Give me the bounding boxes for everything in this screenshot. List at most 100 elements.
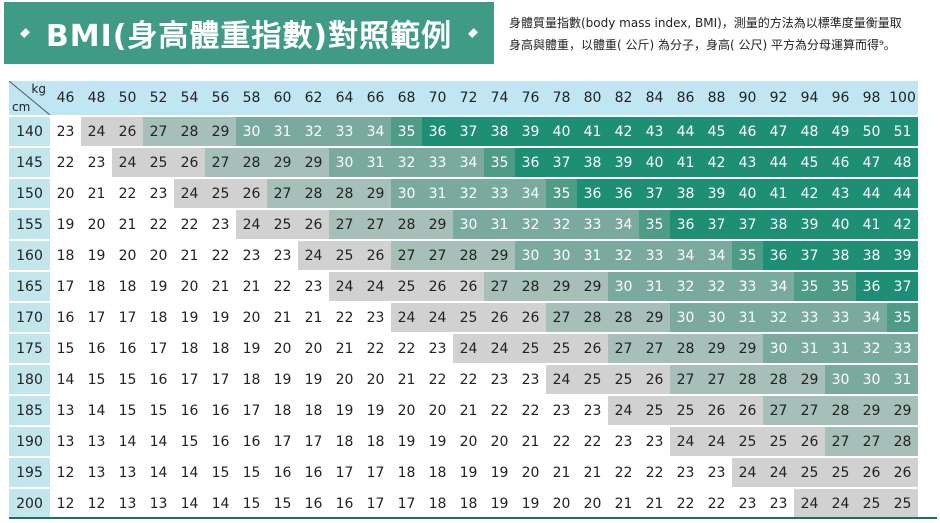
bmi-value-cell: 26 — [639, 365, 670, 394]
bmi-table: kg cm 46 48 50 52 54 56 58 60 62 64 66 68 70 72 74 76 78… — [9, 79, 918, 520]
bmi-value-cell: 30 — [329, 148, 360, 177]
bmi-value-cell: 38 — [577, 148, 608, 177]
bmi-value-cell: 28 — [298, 179, 329, 208]
bmi-value-cell: 19 — [484, 458, 515, 487]
bmi-value-cell: 51 — [887, 117, 918, 146]
bmi-value-cell: 19 — [453, 458, 484, 487]
height-label-cell: 145 — [9, 148, 50, 177]
table-row: 150 20 21 22 23 24 25 26 27 28 28 29 30 31 32 33 34 35 36 3… — [9, 179, 918, 208]
bmi-value-cell: 49 — [825, 117, 856, 146]
bmi-value-cell: 20 — [174, 272, 205, 301]
bmi-value-cell: 25 — [763, 427, 794, 456]
bmi-value-cell: 16 — [143, 365, 174, 394]
bmi-value-cell: 22 — [360, 334, 391, 363]
bmi-value-cell: 24 — [174, 179, 205, 208]
bmi-value-cell: 17 — [360, 458, 391, 487]
bmi-value-cell: 13 — [143, 489, 174, 518]
height-label-cell: 175 — [9, 334, 50, 363]
bmi-value-cell: 18 — [422, 458, 453, 487]
bmi-value-cell: 27 — [391, 241, 422, 270]
bmi-value-cell: 13 — [50, 427, 81, 456]
bmi-value-cell: 26 — [360, 241, 391, 270]
bmi-value-cell: 30 — [391, 179, 422, 208]
bmi-value-cell: 23 — [577, 396, 608, 425]
table-row: 180 14 15 15 16 17 17 18 19 19 20 20 21 22 22 23 23 24 25 2… — [9, 365, 918, 394]
bmi-value-cell: 24 — [422, 303, 453, 332]
bmi-value-cell: 18 — [205, 334, 236, 363]
weight-header-cell: 94 — [794, 81, 825, 115]
bmi-value-cell: 22 — [453, 365, 484, 394]
bmi-value-cell: 29 — [267, 148, 298, 177]
bmi-value-cell: 47 — [856, 148, 887, 177]
bmi-value-cell: 23 — [608, 427, 639, 456]
bmi-value-cell: 16 — [50, 303, 81, 332]
bmi-value-cell: 20 — [391, 396, 422, 425]
bmi-value-cell: 27 — [763, 396, 794, 425]
bmi-value-cell: 22 — [546, 427, 577, 456]
bmi-value-cell: 31 — [887, 365, 918, 394]
bmi-value-cell: 23 — [422, 334, 453, 363]
weight-header-cell: 62 — [298, 81, 329, 115]
bmi-value-cell: 36 — [515, 148, 546, 177]
bmi-value-cell: 16 — [205, 396, 236, 425]
table-row: 160 18 19 20 20 21 22 23 23 24 25 26 27 27 28 29 30 30 31 3… — [9, 241, 918, 270]
bmi-value-cell: 15 — [112, 365, 143, 394]
bmi-value-cell: 24 — [81, 117, 112, 146]
bmi-value-cell: 33 — [887, 334, 918, 363]
bmi-value-cell: 27 — [639, 334, 670, 363]
bmi-value-cell: 34 — [763, 272, 794, 301]
weight-header-cell: 90 — [732, 81, 763, 115]
bmi-value-cell: 24 — [391, 303, 422, 332]
diagonal-divider-icon — [9, 81, 50, 115]
bmi-value-cell: 19 — [50, 210, 81, 239]
bmi-value-cell: 20 — [422, 396, 453, 425]
bmi-value-cell: 34 — [453, 148, 484, 177]
bmi-value-cell: 23 — [81, 148, 112, 177]
bmi-value-cell: 26 — [236, 179, 267, 208]
weight-header-cell: 88 — [701, 81, 732, 115]
bmi-value-cell: 30 — [856, 365, 887, 394]
bmi-value-cell: 27 — [205, 148, 236, 177]
bmi-value-cell: 32 — [701, 272, 732, 301]
bmi-value-cell: 30 — [236, 117, 267, 146]
height-label-cell: 200 — [9, 489, 50, 518]
bmi-value-cell: 17 — [360, 489, 391, 518]
bmi-value-cell: 27 — [143, 117, 174, 146]
bmi-value-cell: 24 — [546, 365, 577, 394]
weight-header-cell: 80 — [577, 81, 608, 115]
bmi-value-cell: 27 — [825, 427, 856, 456]
bmi-value-cell: 26 — [701, 396, 732, 425]
bmi-value-cell: 22 — [670, 489, 701, 518]
bmi-value-cell: 23 — [670, 458, 701, 487]
bmi-value-cell: 27 — [608, 334, 639, 363]
bmi-value-cell: 19 — [515, 489, 546, 518]
bmi-value-cell: 21 — [236, 272, 267, 301]
bmi-value-cell: 45 — [701, 117, 732, 146]
bmi-value-cell: 38 — [825, 241, 856, 270]
title-banner: BMI(身高體重指數)對照範例 — [4, 2, 494, 64]
bmi-value-cell: 25 — [794, 458, 825, 487]
bmi-value-cell: 36 — [577, 179, 608, 208]
bmi-value-cell: 28 — [825, 396, 856, 425]
bmi-value-cell: 39 — [887, 241, 918, 270]
bmi-value-cell: 46 — [732, 117, 763, 146]
bmi-value-cell: 21 — [205, 272, 236, 301]
bmi-value-cell: 42 — [701, 148, 732, 177]
bmi-value-cell: 30 — [670, 303, 701, 332]
bmi-value-cell: 21 — [639, 489, 670, 518]
bmi-value-cell: 29 — [856, 396, 887, 425]
bmi-value-cell: 18 — [453, 489, 484, 518]
bmi-value-cell: 30 — [608, 272, 639, 301]
bmi-value-cell: 32 — [515, 210, 546, 239]
weight-header-cell: 96 — [825, 81, 856, 115]
table-row: 200 12 12 13 13 14 14 15 15 16 16 17 17 18 18 19 19 20 20 2… — [9, 489, 918, 518]
bmi-value-cell: 13 — [112, 458, 143, 487]
bmi-value-cell: 20 — [50, 179, 81, 208]
height-unit-label: cm — [12, 100, 31, 114]
bmi-value-cell: 24 — [298, 241, 329, 270]
weight-header-cell: 92 — [763, 81, 794, 115]
bmi-value-cell: 18 — [112, 272, 143, 301]
bmi-value-cell: 44 — [670, 117, 701, 146]
height-label-cell: 150 — [9, 179, 50, 208]
bmi-value-cell: 12 — [50, 489, 81, 518]
